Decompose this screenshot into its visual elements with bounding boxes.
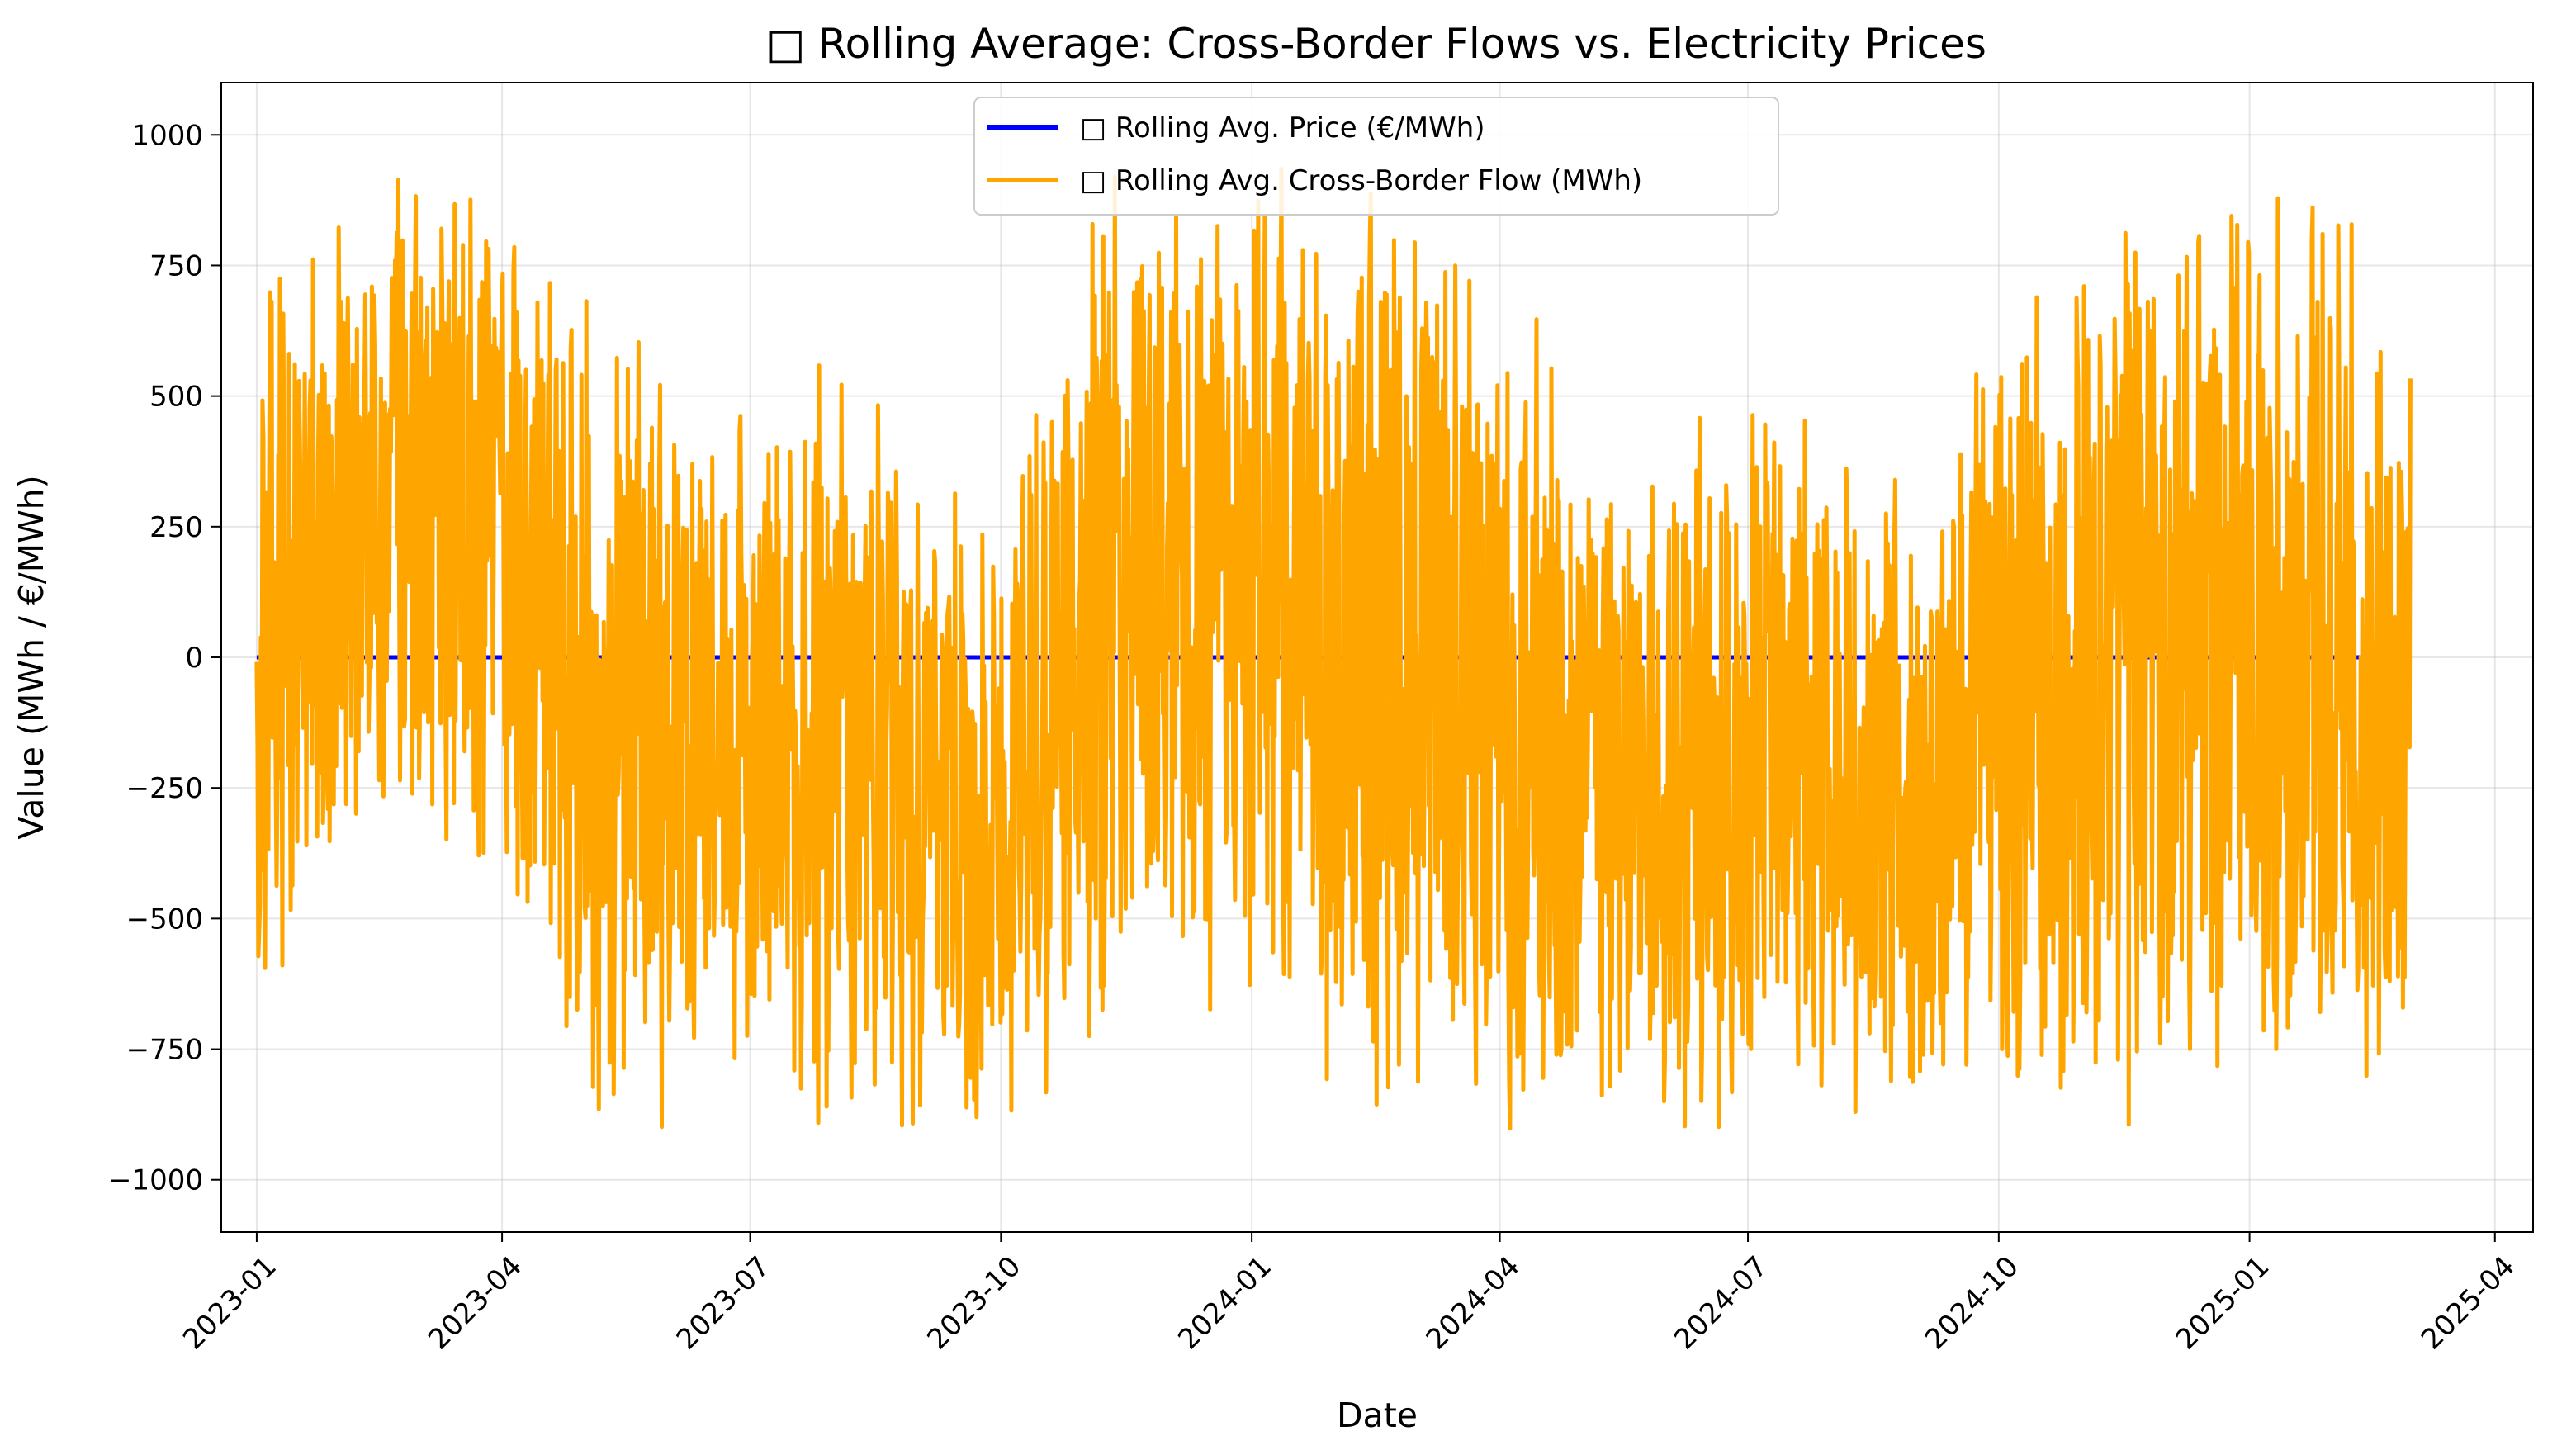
y-tick-label: −500 [126, 903, 203, 936]
y-axis: 1000 750 500 250 0 −250 −500 −750 −1000 [108, 119, 221, 1197]
y-tick-label: 0 [185, 642, 203, 675]
y-axis-title: Value (MWh / €/MWh) [12, 475, 51, 839]
flow-series [254, 167, 2413, 1131]
y-tick-label: 750 [149, 249, 203, 282]
legend-label-flow: □ Rolling Avg. Cross-Border Flow (MWh) [1080, 164, 1642, 197]
x-axis-title: Date [1337, 1396, 1418, 1435]
y-tick-label: 500 [149, 381, 203, 414]
legend-label-price: □ Rolling Avg. Price (€/MWh) [1080, 111, 1485, 145]
legend: □ Rolling Avg. Price (€/MWh) □ Rolling A… [973, 97, 1779, 216]
y-tick-label: 1000 [131, 119, 203, 152]
y-tick-label: 250 [149, 511, 203, 544]
flow-line [254, 167, 2413, 1131]
legend-box [973, 97, 1779, 216]
chart-title: □ Rolling Average: Cross-Border Flows vs… [766, 20, 1986, 68]
y-tick-label: −250 [126, 772, 203, 805]
y-tick-label: −750 [126, 1034, 203, 1067]
y-tick-label: −1000 [108, 1164, 203, 1197]
